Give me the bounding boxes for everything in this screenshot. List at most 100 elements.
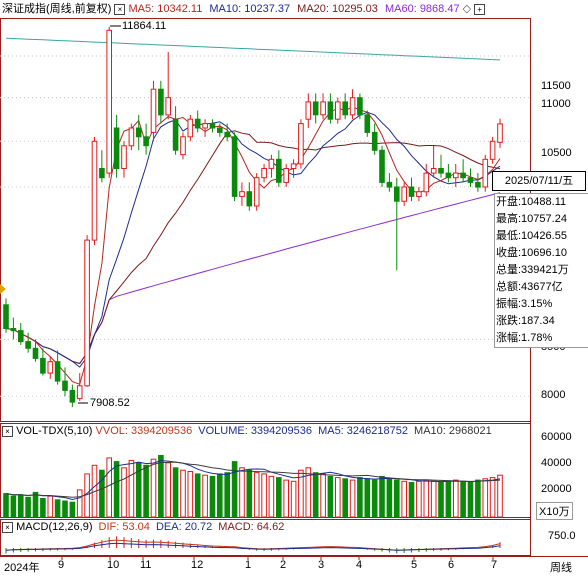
candle-body	[438, 168, 444, 174]
candle-body	[62, 380, 68, 391]
candle-body	[76, 385, 83, 400]
close-icon[interactable]: ×	[2, 521, 13, 533]
low-label: 7908.52	[90, 397, 130, 409]
candle-body	[401, 186, 407, 202]
ma10-line	[5, 111, 501, 368]
candle-body	[180, 136, 186, 156]
volume-bar	[25, 496, 31, 518]
tooltip-change-pct: 涨幅:1.78%	[496, 332, 553, 344]
volume-bar	[231, 461, 238, 518]
volume-header: × VOL-TDX(5,10) VVOL: 3394209536 VOLUME:…	[2, 425, 492, 438]
volume-bar	[121, 467, 127, 518]
volume-bar	[172, 467, 179, 518]
chart-header: 深证成指(周线,前复权) × MA5: 10342.11 MA10: 10237…	[2, 3, 486, 16]
volume-bar	[497, 474, 503, 518]
candle-body	[158, 88, 164, 116]
vol-ma10-line	[5, 461, 501, 498]
candle-body	[261, 168, 267, 179]
dea-line	[5, 542, 501, 551]
candle-body	[25, 341, 31, 349]
ma60-line	[5, 192, 501, 365]
candle-body	[423, 172, 430, 193]
vol-tick: 60000	[541, 431, 572, 443]
ma5-line	[5, 106, 501, 385]
volume-bar	[349, 479, 356, 518]
tooltip-amount: 总额:43677亿	[496, 281, 563, 293]
tooltip-open: 开盘:10488.11	[496, 196, 567, 208]
volume-bar	[261, 473, 267, 518]
volume-bar	[445, 480, 452, 518]
candle-body	[371, 131, 378, 151]
period-label[interactable]: 周线	[550, 562, 572, 574]
volume-bar	[113, 461, 120, 518]
dea-label: DEA: 20.72	[155, 521, 213, 533]
volume-bar	[54, 499, 61, 518]
tooltip-amplitude: 振幅:3.15%	[496, 298, 553, 310]
candle-body	[312, 101, 319, 116]
candle-body	[40, 357, 46, 374]
candle-body	[394, 186, 400, 202]
scroll-left-icon[interactable]	[0, 284, 6, 294]
candle-body	[430, 168, 437, 174]
volume-bar	[187, 471, 194, 518]
candle-body	[497, 123, 503, 143]
ma60-label: MA60: 9868.47	[384, 3, 460, 15]
ma20-label: MA20: 10295.03	[297, 3, 378, 15]
candle-body	[3, 304, 9, 329]
xaxis-label: 12	[191, 559, 204, 571]
close-icon[interactable]: ×	[2, 425, 13, 437]
xaxis-label: 2024年	[4, 562, 40, 574]
volume-bar	[76, 489, 83, 518]
volume-bar	[143, 464, 149, 518]
plus-icon[interactable]: +	[474, 3, 486, 15]
volume-bar	[276, 477, 282, 518]
volume-bar	[298, 469, 304, 518]
candle-body	[246, 191, 253, 207]
price-tick: 8000	[541, 389, 566, 401]
xaxis-label: 3	[318, 559, 325, 571]
volume-bar	[475, 479, 481, 518]
macd-title: MACD(12,26,9)	[16, 521, 93, 533]
volume-bar	[290, 480, 297, 518]
diamond-icon[interactable]: ◇	[462, 3, 472, 15]
candle-body	[386, 181, 393, 188]
volume-bar	[401, 480, 407, 518]
volume-bar	[165, 462, 171, 518]
tooltip-volume: 总量:339421万	[496, 264, 569, 276]
volume-bar	[224, 472, 230, 518]
vol-tick: 40000	[541, 457, 572, 469]
vol-tick: 20000	[541, 483, 572, 495]
xaxis-label: 2	[280, 559, 287, 571]
candle-body	[69, 389, 76, 403]
candle-body	[113, 127, 120, 169]
candle-body	[172, 118, 179, 151]
volume-bar	[62, 500, 68, 518]
ma5-label: MA5: 10342.11	[128, 3, 203, 15]
volume-bar	[416, 480, 422, 518]
candle-body	[445, 172, 452, 179]
candle-body	[379, 149, 385, 183]
volume-bar	[239, 467, 245, 518]
macd-tick: 750.0	[548, 530, 576, 542]
candle-body	[121, 145, 127, 170]
candle-body	[475, 181, 481, 188]
close-icon[interactable]: ×	[114, 3, 126, 15]
volume-bar	[482, 478, 489, 518]
candle-body	[276, 158, 282, 183]
xaxis-label: 1	[245, 559, 252, 571]
volume-bar	[158, 455, 164, 518]
price-panel-border	[0, 18, 531, 422]
candle-body	[364, 114, 371, 133]
volume-bar	[327, 475, 334, 518]
volume-bar	[357, 477, 363, 518]
volume-bar	[423, 479, 430, 518]
volume-bar	[128, 459, 135, 518]
volume-bar	[217, 473, 223, 518]
candle-body	[202, 123, 208, 129]
candle-body	[91, 140, 98, 241]
volume-title: VOL-TDX(5,10)	[16, 425, 93, 437]
volume-label: VOLUME: 3394209536	[198, 425, 312, 437]
xaxis-label: 10	[107, 559, 120, 571]
volume-bar	[99, 469, 105, 518]
vol-unit: X10万	[536, 502, 573, 520]
